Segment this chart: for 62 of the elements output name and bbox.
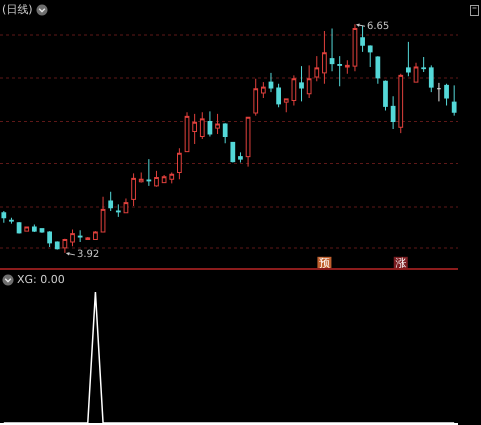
candlestick <box>428 64 434 93</box>
candlestick <box>306 64 312 98</box>
candlestick <box>268 72 274 93</box>
candlestick <box>169 172 174 184</box>
candlestick <box>322 30 327 84</box>
candlestick <box>276 83 281 108</box>
candlestick <box>238 152 243 163</box>
candlestick <box>208 110 212 138</box>
candlestick <box>100 196 106 232</box>
chart-title: (日线) <box>2 3 33 16</box>
candlestick <box>192 113 198 145</box>
candlestick <box>253 78 258 116</box>
candlestick <box>1 210 6 224</box>
candlestick <box>222 122 228 144</box>
candlestick <box>299 66 304 102</box>
candlestick <box>32 224 37 232</box>
candlestick <box>284 98 289 113</box>
candlestick <box>184 112 190 152</box>
candlestick <box>9 217 14 224</box>
candlestick <box>54 240 60 250</box>
candlestick <box>47 230 52 248</box>
candlestick <box>16 221 22 234</box>
candlestick <box>131 172 136 207</box>
candlestick <box>93 230 98 240</box>
candlestick <box>436 82 442 102</box>
candlestick <box>78 230 83 243</box>
candlestick <box>62 238 68 254</box>
data-label: 预 <box>318 256 330 270</box>
candlestick <box>146 158 152 186</box>
annotation: 3.92 <box>77 249 100 260</box>
annotation: 6.65 <box>367 21 390 32</box>
candlestick <box>215 113 220 134</box>
candlestick <box>330 28 334 72</box>
candlestick <box>260 82 266 98</box>
candlestick <box>344 60 350 74</box>
candlestick <box>138 172 144 184</box>
data-label: 涨 <box>395 256 406 270</box>
candlestick <box>314 56 320 82</box>
candlestick <box>70 228 75 247</box>
chart-title: XG: 0.00 <box>17 273 65 286</box>
candlestick <box>383 80 388 112</box>
candlestick <box>421 56 426 73</box>
candlestick <box>124 198 128 214</box>
candlestick <box>177 148 182 180</box>
candlestick <box>116 204 121 218</box>
candlestick <box>390 96 396 130</box>
candlestick <box>406 41 411 77</box>
candlestick <box>108 191 114 212</box>
candlestick <box>337 56 342 87</box>
candlestick <box>246 116 250 168</box>
candlestick <box>292 74 296 106</box>
candlestick <box>40 228 44 234</box>
candlestick <box>368 44 373 68</box>
candlestick <box>398 73 404 134</box>
candlestick <box>230 142 236 163</box>
candlestick <box>200 112 205 140</box>
candlestick <box>414 62 418 83</box>
candlestick <box>154 170 159 188</box>
candlestick <box>375 56 380 84</box>
candlestick <box>452 84 457 116</box>
candlestick <box>162 174 166 184</box>
candlestick <box>444 83 449 106</box>
